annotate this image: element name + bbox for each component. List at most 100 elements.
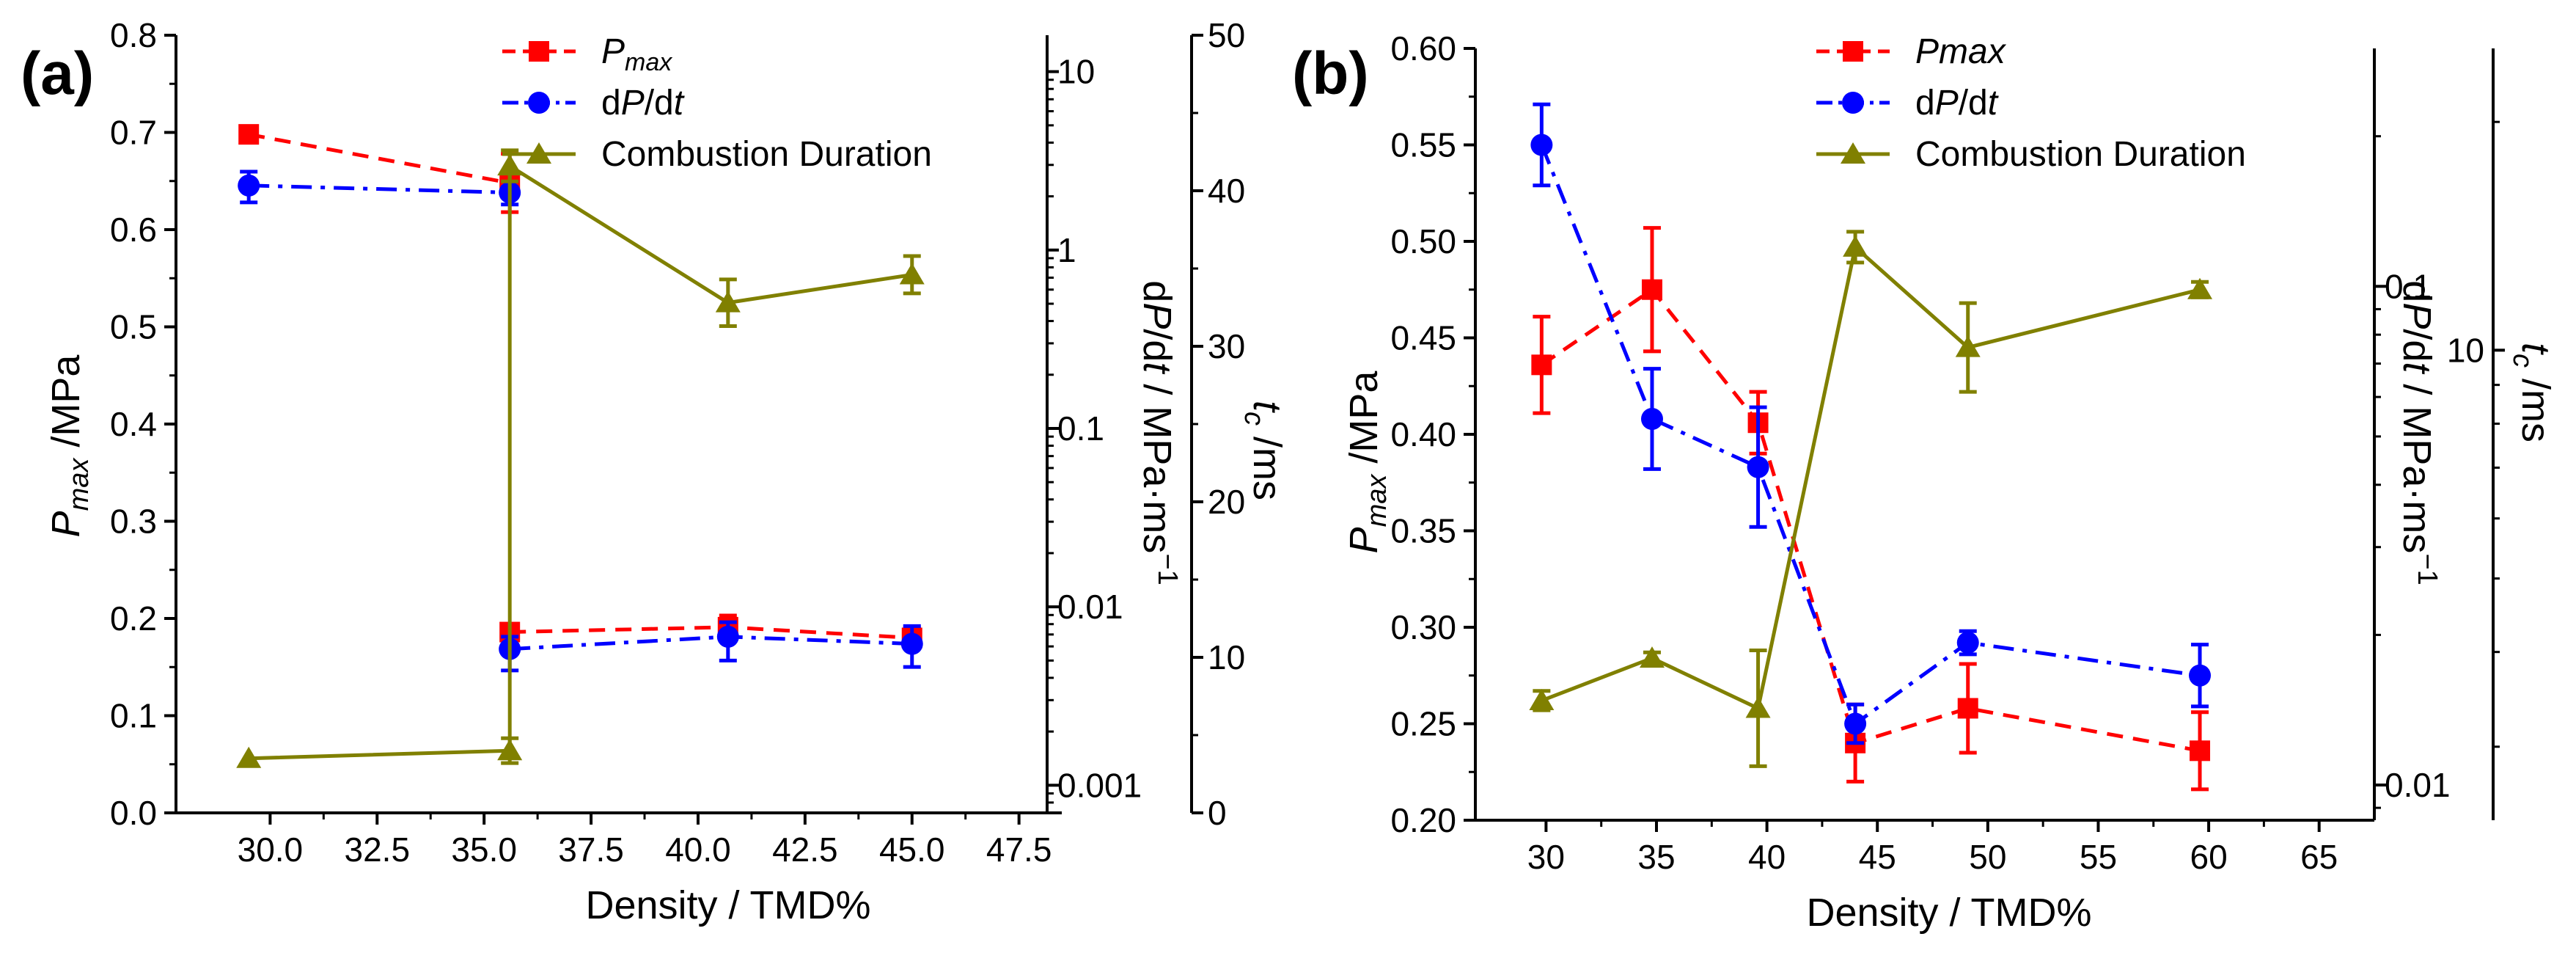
legend-label: Combustion Duration bbox=[601, 135, 932, 174]
chart-marks: 30.0 32.5 35.0 37.5 40.0 42.5 45.0 47.5 0.0 0.1 0.… bbox=[110, 16, 2505, 876]
marker-circle bbox=[900, 632, 923, 655]
legend-entry: Pmax bbox=[1816, 32, 2007, 71]
marker-circle bbox=[1842, 92, 1864, 114]
x-axis-label-b: Density / TMD% bbox=[1806, 891, 2091, 935]
label-t: t bbox=[1135, 362, 1179, 374]
label-p: P bbox=[44, 511, 88, 537]
y-right-label-a: tc /ms bbox=[1239, 401, 1289, 500]
y-left-tick-label: 0.30 bbox=[1390, 608, 1456, 646]
marker-square bbox=[1957, 698, 1978, 719]
y-left-label-a: Pmax /MPa bbox=[44, 354, 95, 538]
series-line bbox=[1541, 244, 2201, 712]
legend-label: Pmax bbox=[601, 32, 672, 76]
y-mid-tick-label: 10 bbox=[1057, 53, 1095, 91]
y-left-tick-label: 0.8 bbox=[110, 16, 157, 54]
y-right-tick-label: 30 bbox=[1208, 327, 1245, 365]
y-right-tick-label: 20 bbox=[1208, 483, 1245, 521]
marker-triangle bbox=[1841, 142, 1865, 164]
label-t: t bbox=[2395, 362, 2439, 374]
x-axis-label-a: Density / TMD% bbox=[585, 883, 870, 927]
label-slash-d: /d bbox=[2395, 329, 2439, 362]
label-rest: / MPa·ms bbox=[1135, 373, 1179, 553]
marker-circle bbox=[1956, 632, 1979, 654]
panel-label-a: (a) bbox=[21, 40, 94, 107]
marker-triangle bbox=[1639, 646, 1665, 668]
label-d: d bbox=[2395, 280, 2439, 302]
y-left-tick-label: 0.1 bbox=[110, 697, 157, 735]
label-rest: /MPa bbox=[44, 354, 88, 459]
y-left-tick-label: 0.4 bbox=[110, 405, 157, 443]
y-left-tick-label: 0.3 bbox=[110, 503, 157, 541]
label-d: d bbox=[1135, 280, 1179, 302]
marker-square bbox=[2190, 740, 2211, 762]
x-tick-label: 30.0 bbox=[238, 830, 304, 869]
label-sub: max bbox=[64, 457, 95, 511]
y-right-label-b: tc /ms bbox=[2507, 343, 2558, 442]
y-mid-tick-label: 0.001 bbox=[1057, 766, 1142, 804]
label-sub: max bbox=[1362, 473, 1392, 527]
x-tick-label: 45 bbox=[1859, 838, 1896, 876]
marker-square bbox=[1843, 41, 1863, 62]
marker-square bbox=[529, 41, 549, 62]
x-tick-label: 40 bbox=[1748, 838, 1786, 876]
x-tick-label: 45.0 bbox=[879, 830, 945, 869]
y-left-tick-label: 0.35 bbox=[1390, 512, 1456, 550]
marker-triangle bbox=[526, 142, 551, 164]
legend-entry: dP/dt bbox=[502, 84, 685, 123]
marker-circle bbox=[528, 92, 550, 114]
series-combustion-duration bbox=[236, 148, 925, 768]
y-mid-label-a: dP/dt / MPa·ms−1 bbox=[1135, 280, 1183, 585]
series-line bbox=[1540, 287, 2201, 753]
y-left-tick-label: 0.5 bbox=[110, 308, 157, 346]
marker-triangle bbox=[2187, 277, 2213, 299]
label-rest: /ms bbox=[1245, 426, 1289, 500]
marker-circle bbox=[1844, 712, 1867, 735]
y-left-tick-label: 0.40 bbox=[1390, 415, 1456, 453]
y-left-label-b: Pmax /MPa bbox=[1342, 370, 1392, 554]
y-left-tick-label: 0.50 bbox=[1390, 222, 1456, 260]
label-t: t bbox=[1245, 401, 1289, 413]
series-combustion-duration bbox=[1529, 230, 2213, 768]
legend-entry: Pmax bbox=[502, 32, 672, 76]
label-sub: c bbox=[1239, 412, 1269, 426]
x-tick-label: 30 bbox=[1527, 838, 1565, 876]
y-right-tick-label: 50 bbox=[1208, 16, 1245, 54]
marker-circle bbox=[238, 174, 260, 197]
legend-label: Pmax bbox=[1915, 32, 2007, 71]
marker-triangle bbox=[1529, 688, 1555, 710]
x-tick-label: 35.0 bbox=[451, 830, 517, 869]
series-line bbox=[1540, 144, 2201, 727]
x-tick-label: 32.5 bbox=[345, 830, 411, 869]
series-dp-dt bbox=[1530, 102, 2212, 745]
marker-circle bbox=[1530, 134, 1553, 156]
marker-triangle bbox=[899, 263, 925, 285]
y-right-tick-label: 40 bbox=[1208, 172, 1245, 210]
label-sup: −1 bbox=[2412, 553, 2443, 585]
y-mid-label-b: dP/dt / MPa·ms−1 bbox=[2395, 280, 2443, 585]
y-right-tick-label: 10 bbox=[1208, 638, 1245, 676]
marker-triangle bbox=[236, 746, 262, 768]
x-tick-label: 60 bbox=[2190, 838, 2227, 876]
y-left-tick-label: 0.2 bbox=[110, 599, 157, 638]
y-mid-tick-label: 0.01 bbox=[1057, 588, 1123, 626]
label-p: P bbox=[2395, 302, 2439, 329]
y-left-tick-label: 0.45 bbox=[1390, 319, 1456, 357]
y-left-tick-label: 0.55 bbox=[1390, 126, 1456, 164]
x-tick-label: 37.5 bbox=[558, 830, 624, 869]
marker-square bbox=[1531, 354, 1552, 376]
y-left-tick-label: 0.20 bbox=[1390, 801, 1456, 839]
legend-label: dP/dt bbox=[1915, 84, 1999, 123]
x-tick-label: 35 bbox=[1637, 838, 1675, 876]
panel-label-b: (b) bbox=[1292, 40, 1369, 107]
y-mid-tick-label: 0.1 bbox=[2385, 267, 2432, 305]
x-tick-label: 65 bbox=[2300, 838, 2338, 876]
marker-circle bbox=[2189, 664, 2212, 687]
series-pmax bbox=[238, 124, 922, 650]
marker-circle bbox=[716, 625, 739, 648]
marker-circle bbox=[1747, 456, 1769, 478]
label-sup: −1 bbox=[1152, 553, 1183, 585]
label-rest: /MPa bbox=[1342, 370, 1386, 475]
x-tick-label: 40.0 bbox=[665, 830, 731, 869]
label-p: P bbox=[1342, 527, 1386, 553]
